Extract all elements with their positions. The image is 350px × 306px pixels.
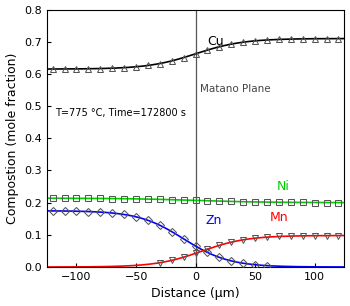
Text: Matano Plane: Matano Plane bbox=[200, 84, 271, 94]
Text: Ni: Ni bbox=[276, 181, 289, 193]
Text: Cu: Cu bbox=[208, 35, 224, 48]
X-axis label: Distance (μm): Distance (μm) bbox=[151, 287, 240, 300]
Text: Zn: Zn bbox=[205, 214, 222, 226]
Y-axis label: Compostion (mole fraction): Compostion (mole fraction) bbox=[6, 53, 19, 224]
Text: T=775 °C, Time=172800 s: T=775 °C, Time=172800 s bbox=[55, 108, 186, 118]
Text: Mn: Mn bbox=[270, 211, 288, 224]
